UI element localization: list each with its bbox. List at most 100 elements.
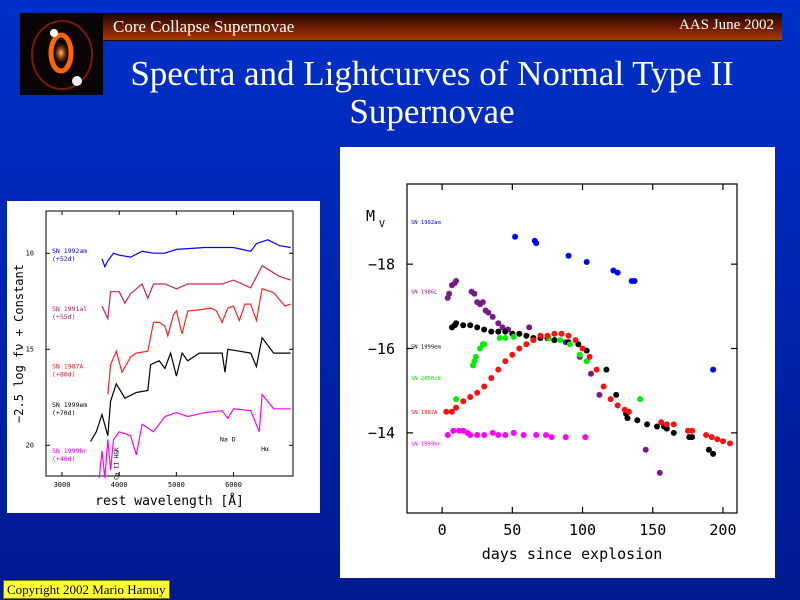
data-point <box>489 313 496 320</box>
data-point <box>684 427 691 434</box>
supernova-ring-picture <box>31 20 93 90</box>
data-point <box>588 370 594 377</box>
data-point <box>456 427 462 434</box>
spectrum-line <box>101 239 291 269</box>
data-point <box>710 366 717 373</box>
data-point <box>495 366 502 373</box>
data-point <box>557 337 564 344</box>
data-point <box>530 337 537 344</box>
data-point <box>656 469 663 476</box>
slide-title-line-1: Spectra and Lightcurves of Normal Type I… <box>130 54 734 93</box>
x-tick-label: 5000 <box>168 481 185 489</box>
data-point <box>551 330 558 337</box>
spectrum-epoch: (+40d) <box>52 455 75 463</box>
data-point <box>583 259 590 265</box>
y-axis-label: M <box>366 207 375 225</box>
data-point <box>460 398 467 405</box>
data-point <box>582 434 589 441</box>
x-tick-label: 100 <box>569 521 596 539</box>
data-point <box>703 432 710 438</box>
data-point <box>551 337 558 344</box>
data-point <box>472 353 479 360</box>
data-point <box>502 335 509 341</box>
y-tick-label: −18 <box>368 255 395 273</box>
y-tick-label: −16 <box>368 340 395 358</box>
lightcurve-chart: 0 50 100 150 200 −18 −16 −14 days since explosio… <box>366 183 738 563</box>
x-tick-label: 50 <box>503 521 521 539</box>
data-point <box>495 320 502 327</box>
data-point <box>471 290 478 297</box>
data-point <box>572 337 579 344</box>
data-point <box>607 396 614 403</box>
data-point <box>544 332 551 339</box>
y-tick-label: 20 <box>26 442 34 450</box>
spectra-chart-panel: 3000 4000 5000 6000 10 15 20 rest wavelength [Å… <box>7 201 320 513</box>
data-point <box>516 345 523 352</box>
legend-label: SN 1986L <box>411 290 438 296</box>
data-point <box>495 432 502 438</box>
data-point <box>481 383 488 390</box>
data-point <box>446 290 453 297</box>
data-point <box>489 429 496 436</box>
data-point <box>689 427 696 434</box>
data-point <box>625 408 632 415</box>
data-point <box>453 278 460 284</box>
data-point <box>537 332 544 339</box>
data-point <box>637 396 644 403</box>
event-label: AAS June 2002 <box>678 17 774 33</box>
legend-label: SN 2000cb <box>411 376 441 382</box>
data-point <box>467 322 474 329</box>
spectrum-epoch: (+70d) <box>52 409 75 417</box>
spectrum-epoch: (+55d) <box>52 313 75 321</box>
data-point <box>523 341 530 348</box>
data-point <box>453 320 460 327</box>
data-point <box>727 440 733 447</box>
supernova-1987a-image <box>20 13 103 95</box>
data-point <box>520 432 527 438</box>
data-point <box>516 330 523 337</box>
spectrum-line <box>90 336 291 442</box>
data-point <box>663 425 670 432</box>
data-point <box>586 353 593 360</box>
data-point <box>443 408 450 415</box>
data-point <box>576 351 583 358</box>
x-tick-label: 3000 <box>54 481 71 489</box>
spectrum-epoch: (+52d) <box>52 255 75 263</box>
data-point <box>720 438 726 445</box>
data-point <box>467 394 474 400</box>
data-point <box>624 415 631 422</box>
data-point <box>474 432 481 438</box>
x-tick-label: 0 <box>438 521 447 539</box>
y-axis-label-subscript: V <box>379 219 385 230</box>
data-point <box>488 328 495 335</box>
data-point <box>644 421 651 428</box>
y-tick-label: 15 <box>26 346 34 354</box>
data-point <box>562 434 569 441</box>
data-point <box>614 402 621 409</box>
data-point <box>450 427 457 434</box>
data-point <box>670 421 677 428</box>
spectrum-label: SN 1999em <box>52 401 87 409</box>
line-annotation: Hα <box>261 445 269 453</box>
data-point <box>496 335 503 341</box>
x-axis-label: rest wavelength [Å] <box>95 493 244 509</box>
data-point <box>444 432 451 438</box>
spectrum-line <box>107 288 291 395</box>
data-point <box>603 366 610 373</box>
data-point <box>485 309 492 316</box>
header-bar: Core Collapse Supernovae AAS June 2002 <box>103 13 782 41</box>
y-tick-label: −14 <box>368 424 395 442</box>
data-point <box>596 391 603 398</box>
data-point <box>543 432 549 438</box>
data-point <box>488 375 495 381</box>
data-point <box>613 391 620 398</box>
y-axis-label: −2.5 log fν + Constant <box>12 264 26 423</box>
data-point <box>600 383 607 390</box>
legend-label: SN 1999em <box>411 344 441 350</box>
spectrum-label: SN 1999br <box>52 447 87 455</box>
data-point <box>474 389 481 396</box>
data-point <box>654 423 660 430</box>
data-point <box>579 345 586 352</box>
legend-label: SN 1999br <box>411 441 441 447</box>
x-tick-label: 4000 <box>111 481 128 489</box>
